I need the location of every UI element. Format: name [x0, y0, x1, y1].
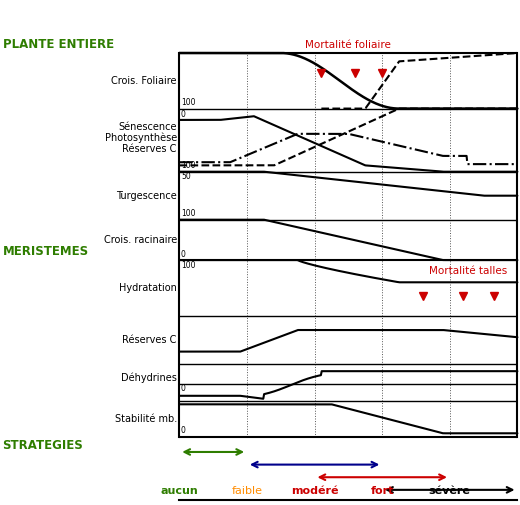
Text: fort: fort: [371, 486, 394, 496]
Text: Photosynthèse: Photosynthèse: [105, 132, 177, 143]
Text: aucun: aucun: [161, 486, 198, 496]
Text: Réserves C: Réserves C: [122, 335, 177, 344]
Text: Réserves C: Réserves C: [122, 144, 177, 154]
Text: 100: 100: [181, 98, 196, 107]
Text: Mortalité foliaire: Mortalité foliaire: [305, 40, 392, 50]
Text: Hydratation: Hydratation: [119, 283, 177, 293]
Text: 0: 0: [181, 249, 186, 259]
Text: 0: 0: [181, 384, 186, 393]
Text: 100: 100: [181, 261, 196, 270]
Text: Turgescence: Turgescence: [116, 191, 177, 200]
Text: sévère: sévère: [429, 486, 471, 496]
Text: 50: 50: [181, 172, 191, 181]
Text: Mortalité talles: Mortalité talles: [429, 266, 507, 276]
Text: 100: 100: [181, 209, 196, 218]
Text: PLANTE ENTIERE: PLANTE ENTIERE: [3, 37, 114, 50]
Text: Crois. racinaire: Crois. racinaire: [103, 235, 177, 245]
Text: Déhydrines: Déhydrines: [121, 372, 177, 383]
Text: STRATEGIES: STRATEGIES: [3, 439, 83, 452]
Text: MERISTEMES: MERISTEMES: [3, 244, 89, 258]
Text: 0: 0: [181, 110, 186, 119]
Text: 100: 100: [181, 161, 196, 170]
Text: Sénescence: Sénescence: [118, 122, 177, 131]
Text: faible: faible: [231, 486, 263, 496]
Text: modéré: modéré: [291, 486, 339, 496]
Text: Stabilité mb.: Stabilité mb.: [114, 414, 177, 424]
Text: Crois. Foliaire: Crois. Foliaire: [111, 76, 177, 86]
Text: 0: 0: [181, 426, 186, 435]
